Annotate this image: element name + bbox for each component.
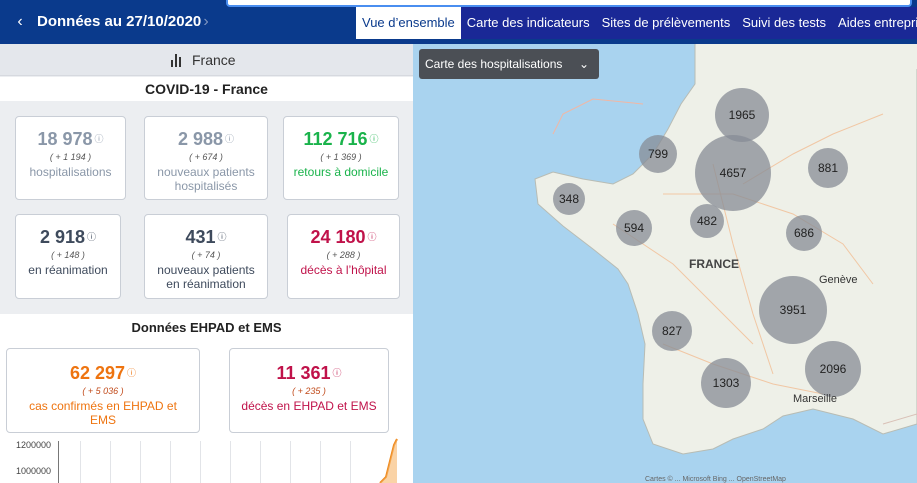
map-bubble[interactable]: 1303 bbox=[701, 358, 751, 408]
info-icon[interactable]: ⓘ bbox=[94, 134, 104, 144]
card-reanimation: 2 918 ⓘ ( + 148 ) en réanimation bbox=[15, 214, 121, 299]
info-icon[interactable]: ⓘ bbox=[332, 368, 342, 378]
card-deces-hopital: 24 180 ⓘ ( + 288 ) décès à l’hôpital bbox=[287, 214, 400, 299]
bubble-value: 799 bbox=[647, 147, 669, 161]
card-value: 24 180 bbox=[310, 227, 366, 247]
bubble-value: 881 bbox=[817, 161, 839, 175]
bubble-value: 482 bbox=[696, 214, 718, 228]
info-icon[interactable]: ⓘ bbox=[127, 368, 137, 378]
map-bubble[interactable]: 3951 bbox=[759, 276, 827, 344]
map-bubble[interactable]: 686 bbox=[786, 215, 822, 251]
previous-date-icon[interactable]: ‹ bbox=[17, 13, 23, 30]
bubble-value: 686 bbox=[793, 226, 815, 240]
tab-suivi-tests[interactable]: Suivi des tests bbox=[736, 7, 833, 39]
card-delta: ( + 74 ) bbox=[191, 250, 221, 260]
region-label: France bbox=[192, 52, 236, 68]
bubble-value: 1965 bbox=[728, 108, 756, 122]
map-label-city: Marseille bbox=[793, 393, 838, 405]
date-title: Données au 27/10/2020 bbox=[37, 13, 202, 30]
chevron-down-icon: ⌄ bbox=[578, 57, 589, 71]
map-bubble[interactable]: 348 bbox=[553, 183, 585, 215]
covid-header: COVID-19 - France bbox=[0, 77, 413, 101]
map-bubble[interactable]: 2096 bbox=[805, 341, 861, 397]
top-bar: ‹ Données au 27/10/2020 › Vue d’ensemble… bbox=[0, 0, 917, 44]
info-icon[interactable]: ⓘ bbox=[225, 134, 235, 144]
card-label: décès en EHPAD et EMS bbox=[241, 399, 377, 413]
map-layer-select[interactable]: Carte des hospitalisations ⌄ bbox=[419, 49, 599, 79]
map-bubble[interactable]: 594 bbox=[616, 210, 652, 246]
info-icon[interactable]: ⓘ bbox=[217, 232, 227, 242]
card-delta: ( + 288 ) bbox=[326, 250, 361, 260]
bubble-value: 1303 bbox=[712, 376, 740, 390]
card-delta: ( + 1 194 ) bbox=[49, 152, 92, 162]
map-bubble[interactable]: 1965 bbox=[715, 88, 769, 142]
card-delta: ( + 674 ) bbox=[189, 152, 223, 162]
card-value: 2 988 bbox=[177, 129, 224, 149]
card-value: 2 918 bbox=[39, 227, 86, 247]
ehpad-title: Données EHPAD et EMS bbox=[131, 320, 282, 335]
tab-sites-prelevements[interactable]: Sites de prélèvements bbox=[595, 7, 737, 39]
card-label: nouveaux patients en réanimation bbox=[157, 263, 255, 291]
info-icon[interactable]: ⓘ bbox=[87, 232, 97, 242]
info-icon[interactable]: ⓘ bbox=[367, 232, 377, 242]
card-value: 18 978 bbox=[37, 129, 93, 149]
covid-title: COVID-19 - France bbox=[145, 81, 268, 97]
chart-line bbox=[379, 438, 398, 483]
map-bubble[interactable]: 482 bbox=[690, 204, 724, 238]
card-nouveaux-hospitalises: 2 988 ⓘ ( + 674 ) nouveaux patients hospi… bbox=[144, 116, 268, 200]
card-label: retours à domicile bbox=[293, 165, 389, 179]
bubble-value: 348 bbox=[558, 192, 580, 206]
next-date-icon[interactable]: › bbox=[203, 13, 209, 30]
map-bubble[interactable]: 881 bbox=[808, 148, 848, 188]
map-attribution: Cartes © ... Microsoft Bing ... OpenStre… bbox=[645, 476, 786, 483]
bubble-value: 3951 bbox=[779, 303, 807, 317]
bar-chart-icon bbox=[170, 53, 184, 67]
chart-area: 1200000 1000000 bbox=[0, 437, 413, 483]
card-value: 431 bbox=[185, 227, 216, 247]
card-label: décès à l’hôpital bbox=[300, 263, 387, 277]
card-delta: ( + 5 036 ) bbox=[82, 386, 124, 396]
tab-bar: Vue d’ensemble Carte des indicateurs Sit… bbox=[356, 7, 917, 39]
map-label-city: Genève bbox=[819, 274, 858, 286]
card-label: nouveaux patients hospitalisés bbox=[157, 165, 255, 193]
info-icon[interactable]: ⓘ bbox=[369, 134, 379, 144]
bubble-value: 4657 bbox=[719, 166, 747, 180]
card-label: hospitalisations bbox=[29, 165, 112, 179]
france-map-shape bbox=[534, 44, 917, 455]
chart-tick-label: 1200000 bbox=[16, 440, 52, 450]
card-hospitalisations: 18 978 ⓘ ( + 1 194 ) hospitalisations bbox=[15, 116, 126, 200]
card-ehpad-deces: 11 361 ⓘ ( + 235 ) décès en EHPAD et EMS bbox=[229, 348, 389, 433]
card-ehpad-cas: 62 297 ⓘ ( + 5 036 ) cas confirmés en EHP… bbox=[6, 348, 200, 433]
map-bubble[interactable]: 799 bbox=[639, 135, 677, 173]
bubble-value: 2096 bbox=[819, 362, 847, 376]
region-selector[interactable]: France bbox=[0, 44, 413, 76]
map-panel[interactable]: Carte des hospitalisations ⌄ 1965 799 46… bbox=[413, 44, 917, 483]
tab-carte-indicateurs[interactable]: Carte des indicateurs bbox=[460, 7, 596, 39]
card-value: 112 716 bbox=[303, 129, 368, 149]
card-label: cas confirmés en EHPAD et EMS bbox=[29, 399, 177, 427]
card-value: 62 297 bbox=[69, 363, 126, 383]
card-retours-domicile: 112 716 ⓘ ( + 1 369 ) retours à domicile bbox=[283, 116, 399, 200]
card-delta: ( + 148 ) bbox=[51, 250, 85, 260]
tab-vue-ensemble[interactable]: Vue d’ensemble bbox=[356, 7, 461, 39]
card-delta: ( + 1 369 ) bbox=[320, 152, 362, 162]
map-layer-label: Carte des hospitalisations bbox=[425, 57, 563, 71]
card-nouveaux-reanimation: 431 ⓘ ( + 74 ) nouveaux patients en réani… bbox=[144, 214, 268, 299]
map-label-country: FRANCE bbox=[689, 257, 739, 271]
bubble-value: 827 bbox=[661, 324, 683, 338]
map-bubble[interactable]: 827 bbox=[652, 311, 692, 351]
left-panel: France COVID-19 - France 18 978 ⓘ ( + 1 1… bbox=[0, 44, 413, 483]
map-bubble[interactable]: 4657 bbox=[695, 135, 771, 211]
bubble-value: 594 bbox=[623, 221, 645, 235]
card-value: 11 361 bbox=[276, 363, 331, 383]
tab-aides-entreprises[interactable]: Aides entreprises bbox=[832, 7, 917, 39]
search-input[interactable] bbox=[226, 0, 912, 7]
card-delta: ( + 235 ) bbox=[292, 386, 326, 396]
card-label: en réanimation bbox=[28, 263, 108, 277]
chart-tick-label: 1000000 bbox=[16, 466, 52, 476]
